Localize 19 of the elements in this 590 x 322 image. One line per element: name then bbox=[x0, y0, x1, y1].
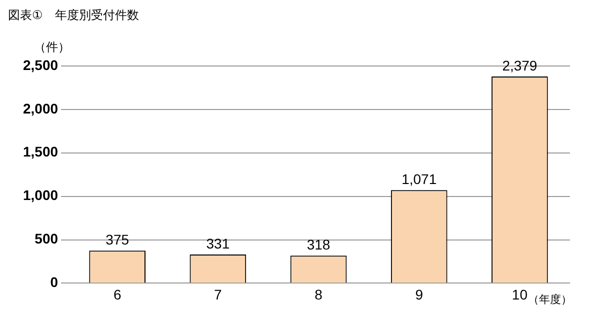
x-tick-label: 10 bbox=[512, 286, 528, 302]
data-label: 318 bbox=[306, 236, 330, 252]
chart-title: 図表① 年度別受付件数 bbox=[8, 7, 139, 24]
x-tick-label: 9 bbox=[415, 286, 424, 302]
y-tick-label: 1,000 bbox=[22, 187, 58, 204]
y-tick-label: 1,500 bbox=[22, 144, 58, 160]
x-tick-label: 6 bbox=[113, 286, 122, 302]
data-label: 2,379 bbox=[502, 57, 538, 74]
x-axis-title: （年度） bbox=[528, 292, 572, 307]
x-tick-label: 8 bbox=[314, 286, 323, 302]
y-tick-label: 0 bbox=[50, 274, 58, 290]
data-label: 1,071 bbox=[402, 171, 437, 188]
data-label: 375 bbox=[106, 231, 130, 248]
y-tick-label: 500 bbox=[34, 230, 58, 247]
y-tick-label: 2,000 bbox=[22, 100, 58, 116]
x-tick-label: 7 bbox=[214, 286, 222, 302]
y-axis-title: （件） bbox=[34, 39, 70, 56]
y-tick-label: 2,500 bbox=[22, 56, 58, 73]
data-label: 331 bbox=[206, 235, 230, 252]
